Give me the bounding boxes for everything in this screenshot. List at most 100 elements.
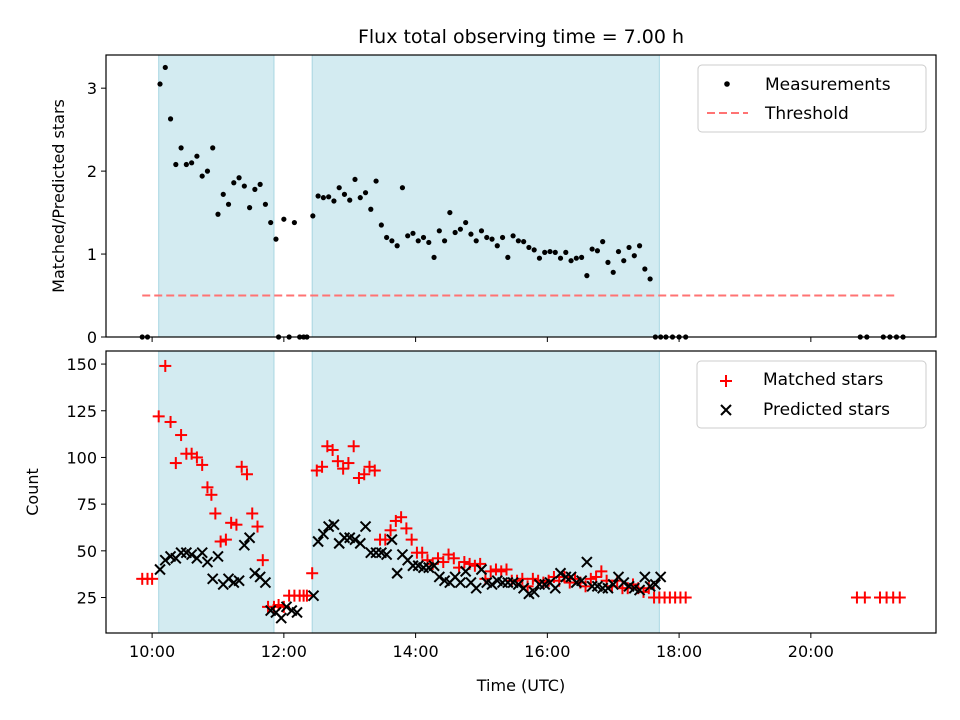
- measurement-point: [368, 206, 374, 212]
- matched-star-point: [500, 563, 513, 576]
- measurement-point: [584, 273, 590, 279]
- predicted-star-point: [249, 567, 261, 579]
- measurement-point: [315, 193, 321, 199]
- measurement-point: [373, 178, 379, 184]
- bottom-y-tick-label: 25: [77, 589, 97, 608]
- matched-star-point: [521, 580, 534, 593]
- matched-star-point: [384, 524, 397, 537]
- predicted-star-point-b: [544, 576, 556, 589]
- measurement-point: [610, 269, 616, 275]
- predicted-star-point: [307, 589, 320, 602]
- matched-star-point: [516, 572, 529, 585]
- measurement-point: [157, 81, 163, 87]
- bottom-y-tick-label: 75: [77, 495, 97, 514]
- measurement-point: [621, 258, 627, 264]
- predicted-star-point: [233, 575, 245, 587]
- x-tick-label: 18:00: [656, 642, 702, 661]
- matched-star-point: [416, 546, 429, 559]
- measurement-point: [162, 64, 168, 71]
- measurement-point: [389, 238, 395, 244]
- legend-label-predicted-stars: Predicted stars: [763, 400, 890, 420]
- predicted-star-point: [607, 578, 619, 591]
- predicted-star-point: [512, 578, 525, 591]
- matched-star-point: [395, 511, 408, 524]
- chart-title: Flux total observing time = 7.00 h: [358, 26, 684, 48]
- predicted-star-point: [154, 563, 166, 576]
- predicted-star-point-b: [475, 563, 488, 576]
- predicted-star-point-b: [602, 582, 614, 594]
- matched-star-point: [214, 535, 227, 548]
- predicted-star-point: [185, 548, 198, 561]
- measurement-point: [447, 209, 453, 216]
- matched-star-point: [190, 451, 203, 464]
- predicted-star-point: [349, 533, 361, 546]
- measurement-point: [225, 201, 232, 207]
- measurement-point: [536, 255, 543, 261]
- measurement-point: [636, 243, 643, 249]
- top-y-tick-label: 1: [87, 245, 97, 264]
- measurement-point: [210, 145, 216, 151]
- measurement-point: [615, 248, 622, 255]
- measurement-point: [273, 236, 279, 242]
- predicted-star-point: [238, 539, 251, 551]
- measurement-point: [494, 243, 500, 249]
- measurement-point: [291, 219, 297, 226]
- predicted-star-point-b: [428, 560, 440, 572]
- matched-star-point: [405, 533, 418, 546]
- measurement-point: [457, 226, 463, 232]
- legend-label-matched-stars: Matched stars: [763, 370, 883, 390]
- predicted-star-point-b: [438, 575, 451, 587]
- top-series: [139, 64, 906, 340]
- matched-star-point: [447, 552, 460, 565]
- measurement-point: [526, 244, 532, 251]
- measurement-point: [378, 222, 384, 228]
- legend-label-threshold: Threshold: [764, 104, 849, 124]
- matched-star-point: [306, 567, 319, 580]
- bottom-axes-frame: [105, 350, 937, 634]
- measurement-point: [236, 175, 242, 181]
- bottom-y-tick-label: 50: [77, 542, 97, 561]
- measurement-point: [626, 244, 632, 251]
- measurement-point: [631, 253, 637, 259]
- matched-star-point: [246, 507, 259, 520]
- matched-star-point: [316, 460, 329, 473]
- matched-star-point: [358, 468, 371, 481]
- measurement-point: [320, 195, 326, 201]
- measurement-point: [426, 239, 432, 246]
- predicted-star-point-b: [486, 578, 498, 591]
- predicted-star-point-b: [317, 528, 330, 540]
- predicted-star-point: [633, 584, 646, 596]
- predicted-star-point-b: [649, 578, 662, 591]
- measurement-point: [594, 248, 601, 254]
- top-y-axis-label: Matched/Predicted stars: [49, 99, 68, 293]
- predicted-star-point-b: [612, 571, 625, 583]
- predicted-star-point-b: [633, 584, 646, 596]
- predicted-star-point-b: [623, 580, 635, 593]
- top-shaded-intervals: [158, 55, 660, 337]
- matched-star-point: [526, 572, 539, 585]
- measurement-point: [563, 249, 569, 255]
- bottom-axes: 25 50 75 100 125 150 10:00 12:00 14:00 16:00 18:00…: [66, 355, 833, 661]
- matched-star-point: [196, 458, 209, 471]
- predicted-star-point-b: [159, 554, 171, 566]
- predicted-star-point-b: [233, 575, 245, 587]
- predicted-star-point-b: [280, 601, 293, 613]
- measurement-point: [215, 211, 221, 217]
- predicted-star-point: [575, 575, 588, 587]
- predicted-star-point-b: [465, 576, 477, 589]
- measurement-point: [531, 247, 537, 253]
- predicted-star-point-b: [517, 582, 530, 594]
- matched-star-point: [251, 520, 264, 533]
- predicted-star-point: [259, 576, 272, 589]
- x-tick-label: 10:00: [129, 642, 175, 661]
- matched-star-point: [893, 591, 906, 604]
- measurement-point: [257, 181, 263, 187]
- matched-star-point: [368, 464, 381, 477]
- predicted-star-point: [602, 582, 614, 594]
- predicted-star-point-b: [396, 548, 409, 561]
- matched-star-point: [679, 591, 692, 604]
- matched-star-point: [219, 533, 232, 546]
- measurement-point: [178, 145, 184, 151]
- measurement-point: [336, 185, 342, 191]
- matched-star-point: [235, 460, 248, 473]
